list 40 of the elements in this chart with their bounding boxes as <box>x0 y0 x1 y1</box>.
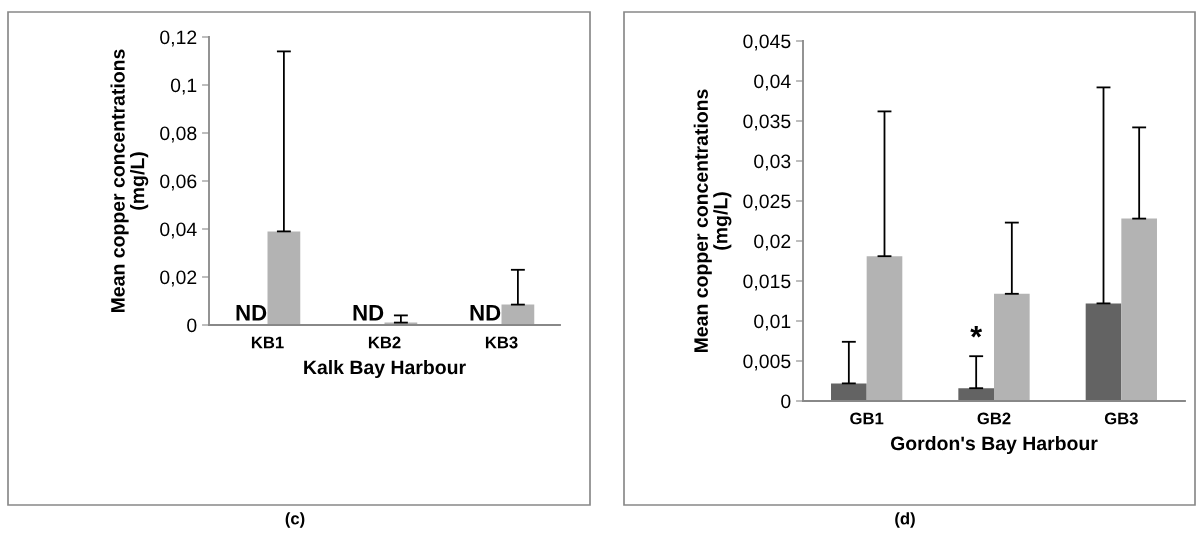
x-tick-label: GB3 <box>1104 412 1138 425</box>
y-tick-label: 0,06 <box>160 174 197 191</box>
y-axis-title: Mean copper concentrations (mg/L) <box>110 49 149 313</box>
bar <box>994 293 1030 401</box>
x-tick-label: KB1 <box>251 336 284 349</box>
y-tick-label: 0,04 <box>160 222 197 239</box>
y-tick-label: 0,01 <box>754 314 791 331</box>
y-tick-label: 0,005 <box>743 354 791 371</box>
y-axis-title: Mean copper concentrations (mg/L) <box>693 89 732 353</box>
y-tick-label: 0 <box>187 318 197 333</box>
bar <box>267 231 301 325</box>
bar <box>958 388 994 401</box>
x-tick-label: KB3 <box>485 336 518 349</box>
text: ND <box>470 305 501 321</box>
y-tick-label: 0,015 <box>743 274 791 291</box>
text: ND <box>236 305 267 321</box>
bar <box>1121 218 1157 401</box>
bar <box>1085 303 1122 401</box>
y-tick-label: 0,045 <box>743 34 791 51</box>
x-axis-title: Kalk Bay Harbour <box>304 359 466 379</box>
y-tick-label: 0,08 <box>160 126 197 143</box>
y-tick-label: 0 <box>781 394 791 409</box>
annotation: * <box>970 326 983 338</box>
y-tick-label: 0,025 <box>743 194 791 211</box>
y-tick-label: 0,03 <box>754 154 791 171</box>
y-tick-label: 0,04 <box>754 74 791 91</box>
y-tick-label: 0,12 <box>160 30 197 47</box>
bar <box>866 256 903 401</box>
y-tick-label: 0,02 <box>754 234 791 251</box>
y-tick-label: 0,035 <box>743 114 791 131</box>
bar <box>831 383 867 401</box>
text: (c) <box>285 512 305 528</box>
y-tick-label: 0,1 <box>170 78 197 95</box>
x-axis-title: Gordon's Bay Harbour <box>890 435 1098 455</box>
text: (d) <box>895 512 915 528</box>
y-tick-label: 0,02 <box>160 270 197 287</box>
x-tick-label: GB2 <box>977 412 1011 425</box>
x-tick-label: GB1 <box>850 412 884 425</box>
text: ND <box>353 305 384 321</box>
x-tick-label: KB2 <box>368 336 401 349</box>
